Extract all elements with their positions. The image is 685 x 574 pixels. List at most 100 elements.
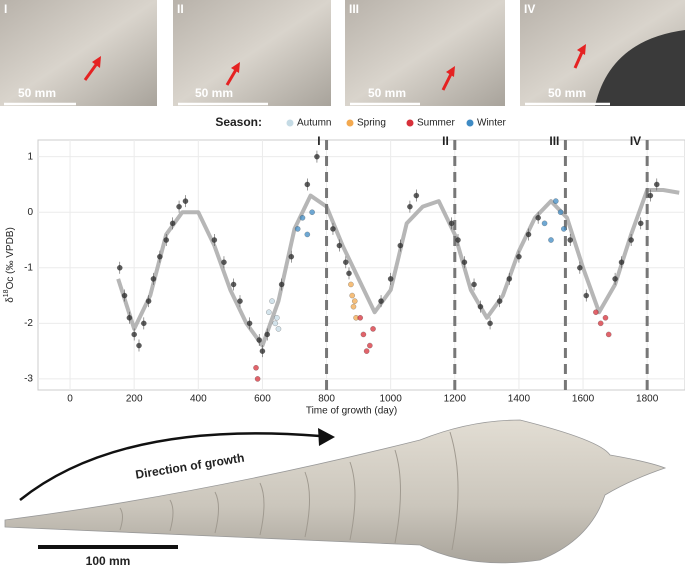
point (612, 276, 618, 282)
point (288, 253, 295, 260)
phase-label: II (442, 134, 449, 148)
point (618, 259, 625, 266)
scale-text: 50 mm (195, 86, 233, 100)
chart: -3 -2 -1 0 1 0 200 400 600 800 1000 1200 1400 1600 180… (3, 115, 685, 417)
point (211, 237, 218, 243)
shell: Direction of growth 100 mm (4, 419, 667, 568)
x-tick-label: 600 (254, 394, 271, 405)
point (150, 276, 157, 282)
point (557, 209, 564, 216)
y-tick-label: -1 (24, 262, 33, 273)
legend-swatch (466, 119, 474, 127)
photo-label: IV (524, 2, 535, 16)
y-axis-label: δ18Oc (‰ VPDB) (3, 227, 15, 303)
point (272, 320, 279, 327)
point (350, 303, 357, 310)
point (628, 237, 634, 243)
point (299, 214, 306, 221)
point (309, 209, 315, 216)
legend-swatch (406, 119, 414, 127)
shell-ribs (119, 431, 459, 551)
x-tick-label: 800 (318, 394, 335, 405)
legend-label: Winter (477, 118, 507, 129)
y-axis-label-part: Oc (‰ VPDB) (5, 227, 16, 289)
photo-label: I (4, 2, 7, 16)
point (342, 259, 349, 266)
plot-area (37, 139, 685, 391)
point (131, 331, 138, 338)
phase-label: IV (630, 134, 641, 148)
point (602, 314, 609, 321)
point (265, 309, 272, 316)
scale-text: 50 mm (368, 86, 406, 100)
point (314, 153, 320, 160)
point (455, 237, 461, 243)
point (448, 220, 455, 227)
legend-swatch (286, 119, 294, 127)
photos: I II III IV 50 mm 50 mm 50 mm 50 mm (0, 0, 685, 106)
direction-label: Direction of growth (134, 451, 245, 482)
x-tick-label: 200 (126, 394, 143, 405)
point (254, 376, 261, 382)
photo-label: III (349, 2, 359, 16)
point (246, 320, 253, 327)
x-tick-label: 1000 (380, 394, 403, 405)
point (156, 253, 163, 260)
point (121, 292, 128, 299)
growth-arrow (19, 432, 321, 501)
x-tick-label: 1800 (636, 394, 659, 405)
point (560, 226, 567, 232)
point (304, 181, 311, 188)
point (237, 298, 243, 304)
point (357, 314, 364, 321)
legend-label: Autumn (297, 118, 331, 129)
red-arrows (83, 44, 586, 91)
shell-body (4, 419, 667, 564)
scale-text: 100 mm (86, 554, 131, 568)
point (116, 264, 123, 271)
point (653, 181, 660, 188)
x-tick-label: 0 (67, 394, 73, 405)
point (413, 192, 420, 199)
y-tick-label: 0 (27, 207, 33, 218)
point (351, 298, 358, 304)
photo (0, 0, 157, 106)
x-tick-label: 1600 (572, 394, 595, 405)
point (477, 303, 484, 310)
point (647, 192, 654, 199)
phase-label: III (549, 134, 559, 148)
point (304, 231, 311, 238)
point (593, 309, 599, 316)
point (583, 292, 590, 299)
x-tick-label: 1200 (444, 394, 467, 405)
point (552, 198, 559, 204)
point (259, 348, 266, 354)
x-tick-label: 1400 (508, 394, 531, 405)
point (126, 314, 133, 321)
y-tick-label: 1 (27, 151, 33, 162)
point (330, 226, 336, 232)
point (182, 198, 189, 204)
point (294, 226, 301, 232)
trend-line (116, 188, 680, 348)
point (387, 276, 394, 282)
point (346, 270, 352, 277)
point (145, 298, 152, 304)
point (349, 292, 356, 299)
point (567, 237, 574, 243)
point (541, 220, 548, 227)
point (576, 264, 583, 271)
point (274, 314, 280, 321)
point (163, 237, 170, 243)
x-tick-label: 400 (190, 394, 207, 405)
point (253, 364, 259, 371)
point (363, 348, 370, 354)
point (278, 281, 285, 288)
growth-arrow-head (318, 428, 335, 446)
point (366, 342, 373, 349)
point (269, 298, 275, 304)
legend-label: Spring (357, 118, 386, 129)
y-axis-label-part: δ (5, 297, 16, 303)
legend-label: Summer (417, 118, 455, 129)
point (407, 203, 413, 210)
